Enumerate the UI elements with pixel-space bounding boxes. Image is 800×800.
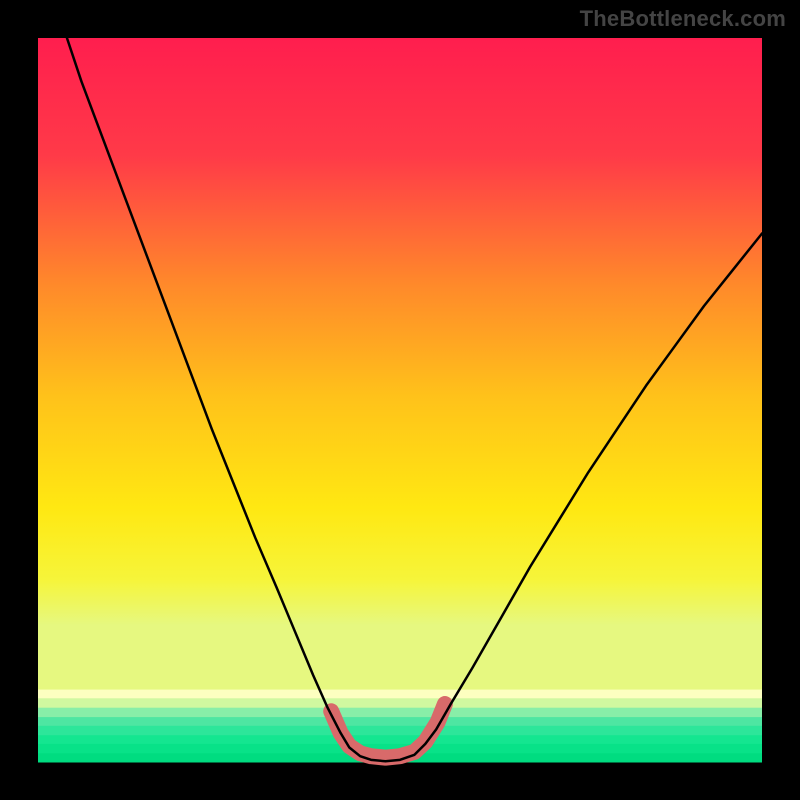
watermark-text: TheBottleneck.com: [580, 6, 786, 32]
band-1: [38, 698, 762, 708]
gradient-background: [38, 38, 762, 691]
bottleneck-chart: [0, 0, 800, 800]
band-2: [38, 708, 762, 718]
band-3: [38, 717, 762, 726]
band-0: [38, 690, 762, 699]
band-5: [38, 735, 762, 744]
band-4: [38, 726, 762, 736]
